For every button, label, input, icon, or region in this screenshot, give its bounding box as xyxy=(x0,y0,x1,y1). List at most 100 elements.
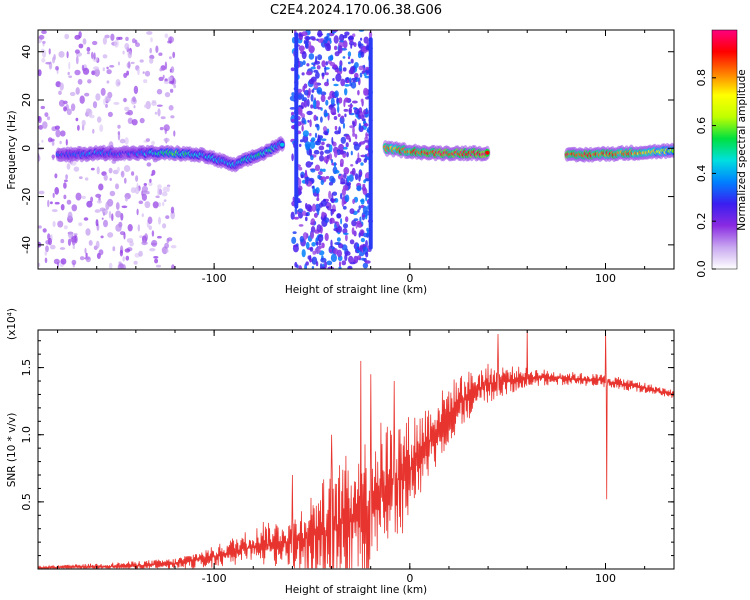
noise-blob xyxy=(40,105,45,110)
noise-blob xyxy=(163,137,170,143)
noise-blob xyxy=(67,231,74,239)
noise-blob xyxy=(327,96,331,100)
x-tick-label: 0 xyxy=(406,272,413,285)
noise-blob xyxy=(311,89,315,93)
noise-blob xyxy=(333,35,339,44)
noise-blob xyxy=(291,153,294,162)
noise-blob xyxy=(290,211,295,220)
noise-stripe xyxy=(294,32,299,209)
noise-blob xyxy=(339,116,345,125)
noise-blob xyxy=(353,255,359,264)
noise-blob xyxy=(330,239,333,248)
noise-blob xyxy=(363,36,369,44)
noise-blob xyxy=(321,60,326,68)
noise-blob xyxy=(302,85,306,93)
noise-blob xyxy=(64,33,70,40)
noise-blob xyxy=(153,255,159,259)
noise-blob xyxy=(57,220,64,228)
noise-blob xyxy=(340,192,343,200)
noise-blob xyxy=(173,84,177,89)
noise-blob xyxy=(342,67,347,72)
noise-blob xyxy=(78,43,84,49)
noise-blob xyxy=(60,130,66,137)
noise-blob xyxy=(351,219,357,227)
noise-blob xyxy=(316,241,319,246)
noise-blob xyxy=(137,224,140,232)
x-tick-label: 100 xyxy=(595,572,616,585)
noise-blob xyxy=(359,171,363,176)
noise-blob xyxy=(343,167,350,175)
noise-blob xyxy=(348,255,354,264)
noise-blob xyxy=(301,72,305,76)
noise-blob xyxy=(72,244,76,250)
noise-blob xyxy=(75,117,79,122)
noise-blob xyxy=(347,56,351,60)
noise-blob xyxy=(342,40,348,49)
noise-blob xyxy=(332,78,335,81)
noise-blob xyxy=(365,132,368,139)
noise-blob xyxy=(362,262,369,269)
spectrogram-marks xyxy=(38,30,674,269)
noise-blob xyxy=(127,117,133,125)
noise-blob xyxy=(149,47,152,54)
noise-blob xyxy=(131,119,138,126)
noise-blob xyxy=(350,150,353,156)
noise-blob xyxy=(309,148,313,157)
noise-blob xyxy=(337,105,340,114)
noise-blob xyxy=(298,224,304,227)
noise-blob xyxy=(81,119,86,127)
noise-blob xyxy=(50,244,56,250)
noise-blob xyxy=(125,111,131,115)
noise-blob xyxy=(71,204,78,212)
noise-blob xyxy=(109,190,116,197)
noise-blob xyxy=(159,68,163,72)
noise-blob xyxy=(167,186,170,192)
noise-blob xyxy=(49,201,53,205)
noise-blob xyxy=(75,55,79,65)
noise-blob xyxy=(301,124,304,132)
noise-blob xyxy=(340,218,343,225)
noise-blob xyxy=(309,119,312,128)
noise-blob xyxy=(167,40,172,44)
noise-blob xyxy=(79,95,85,104)
noise-blob xyxy=(366,227,369,232)
noise-blob xyxy=(93,66,100,71)
noise-blob xyxy=(170,211,175,220)
noise-blob xyxy=(294,261,298,268)
noise-blob xyxy=(54,201,60,205)
noise-blob xyxy=(350,58,354,64)
noise-blob xyxy=(122,50,125,55)
noise-blob xyxy=(79,256,85,261)
noise-blob xyxy=(360,198,365,205)
noise-blob xyxy=(78,176,83,180)
noise-blob xyxy=(66,199,72,205)
noise-blob xyxy=(328,55,334,61)
noise-blob xyxy=(360,51,365,58)
noise-blob xyxy=(86,200,93,208)
noise-blob xyxy=(162,223,167,229)
noise-blob xyxy=(315,123,319,128)
noise-blob xyxy=(321,266,326,269)
noise-blob xyxy=(117,263,124,269)
noise-blob xyxy=(321,211,325,218)
noise-blob xyxy=(339,33,345,43)
noise-blob xyxy=(313,114,317,122)
noise-blob xyxy=(59,82,64,91)
noise-blob xyxy=(70,160,77,166)
noise-blob xyxy=(111,213,114,221)
noise-blob xyxy=(332,191,338,196)
noise-blob xyxy=(318,171,323,176)
noise-blob xyxy=(310,94,314,102)
noise-blob xyxy=(170,245,177,249)
noise-blob xyxy=(65,174,68,180)
noise-blob xyxy=(317,134,320,143)
noise-blob xyxy=(166,238,170,244)
noise-blob xyxy=(102,67,106,72)
noise-blob xyxy=(316,224,322,233)
noise-blob xyxy=(323,198,326,202)
noise-blob xyxy=(364,260,371,264)
snr-frame xyxy=(37,329,675,570)
noise-blob xyxy=(331,112,337,115)
noise-blob xyxy=(300,174,304,179)
noise-blob xyxy=(162,201,165,207)
